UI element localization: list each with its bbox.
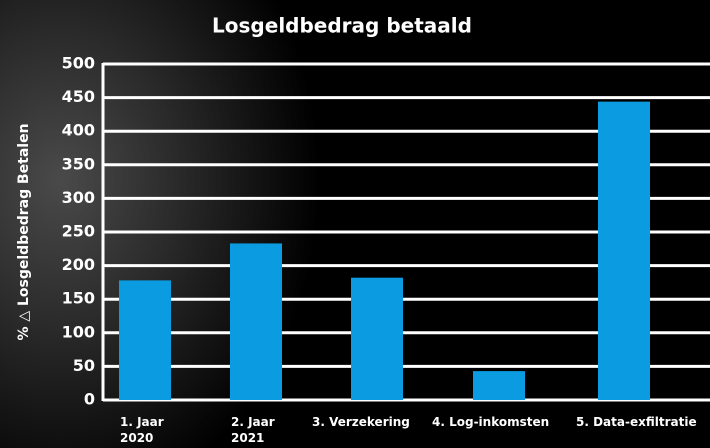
bar (351, 278, 403, 400)
bar (230, 243, 282, 400)
x-tick-label: 3. Verzekering (312, 414, 442, 430)
y-tick-label: 50 (73, 356, 95, 375)
bar (598, 102, 650, 400)
y-tick-label: 500 (62, 54, 95, 73)
page: Losgeldbedrag betaald % △ Losgeldbedrag … (0, 0, 710, 448)
x-tick-label: 5. Data-exfiltratie (576, 414, 710, 430)
y-tick-label: 200 (62, 255, 95, 274)
bar (473, 371, 525, 400)
y-tick-label: 400 (62, 121, 95, 140)
y-axis-label: % △ Losgeldbedrag Betalen (16, 123, 32, 340)
y-tick-label: 450 (62, 87, 95, 106)
bar (119, 280, 171, 400)
x-tick-label: 1. Jaar 2020 (120, 414, 182, 446)
y-tick-label: 350 (62, 154, 95, 173)
chart-title: Losgeldbedrag betaald (212, 14, 472, 38)
y-tick-label: 250 (62, 222, 95, 241)
y-tick-label: 0 (84, 390, 95, 409)
y-tick-label: 100 (62, 322, 95, 341)
x-tick-label: 4. Log-inkomsten (432, 414, 572, 430)
y-tick-label: 150 (62, 289, 95, 308)
y-tick-label: 300 (62, 188, 95, 207)
x-tick-label: 2. Jaar 2021 (231, 414, 293, 446)
chart: Losgeldbedrag betaald % △ Losgeldbedrag … (0, 0, 710, 448)
